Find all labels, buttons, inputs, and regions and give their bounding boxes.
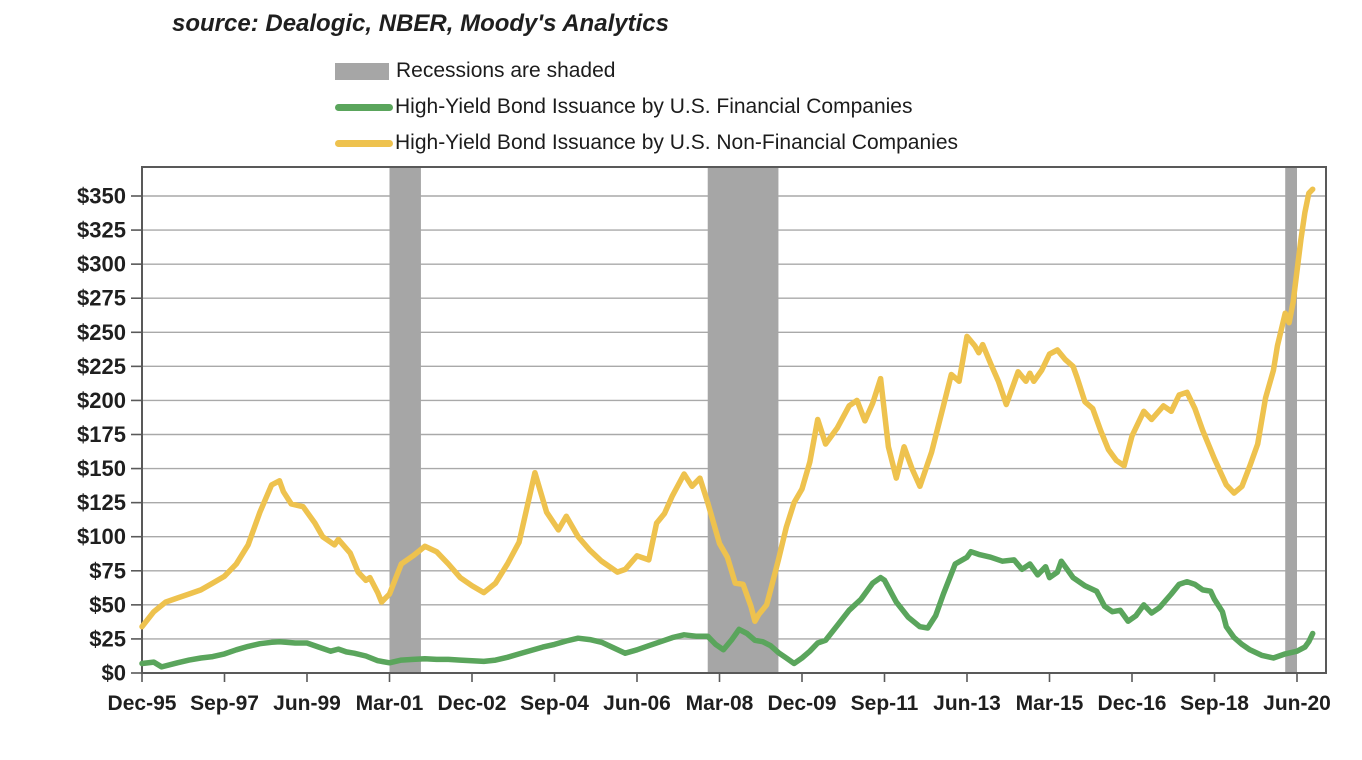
x-tick-label: Sep-97 [190, 692, 259, 715]
x-tick-label: Jun-20 [1263, 692, 1331, 715]
y-tick-label: $275 [77, 286, 126, 311]
non-financial-line-swatch [335, 139, 393, 147]
y-tick-label: $150 [77, 456, 126, 481]
x-tick-label: Jun-13 [933, 692, 1001, 715]
recession-band-swatch [335, 62, 389, 80]
x-tick-label: Jun-99 [273, 692, 341, 715]
financial-line-swatch [335, 103, 393, 111]
recession-band [389, 167, 421, 673]
x-tick-label: Mar-08 [686, 692, 754, 715]
legend-label-financial: High-Yield Bond Issuance by U.S. Financi… [395, 95, 913, 118]
y-tick-label: $300 [77, 252, 126, 277]
y-tick-label: $50 [89, 592, 126, 617]
x-tick-label: Sep-18 [1180, 692, 1249, 715]
y-tick-label: $0 [102, 660, 126, 685]
y-tick-label: $75 [89, 558, 126, 583]
recession-band [1285, 167, 1297, 673]
x-tick-label: Jun-06 [603, 692, 671, 715]
y-tick-label: $175 [77, 422, 126, 447]
x-tick-label: Dec-02 [438, 692, 507, 715]
y-tick-label: $25 [89, 626, 126, 651]
plot-border [141, 166, 1327, 674]
y-tick-label: $325 [77, 218, 126, 243]
y-tick-label: $100 [77, 524, 126, 549]
x-tick-label: Mar-01 [356, 692, 424, 715]
x-tick-label: Dec-09 [768, 692, 837, 715]
legend-label-recessions: Recessions are shaded [396, 59, 616, 82]
y-tick-label: $200 [77, 388, 126, 413]
x-tick-label: Sep-04 [520, 692, 589, 715]
x-tick-label: Mar-15 [1016, 692, 1084, 715]
legend-item-financial: High-Yield Bond Issuance by U.S. Financi… [335, 89, 958, 125]
x-tick-label: Dec-16 [1098, 692, 1167, 715]
non-financial-series-line [139, 186, 1316, 630]
chart-legend: Recessions are shaded High-Yield Bond Is… [335, 53, 958, 161]
x-tick-label: Dec-95 [108, 692, 177, 715]
legend-item-non-financial: High-Yield Bond Issuance by U.S. Non-Fin… [335, 125, 958, 161]
legend-label-non-financial: High-Yield Bond Issuance by U.S. Non-Fin… [395, 131, 959, 154]
y-tick-label: $225 [77, 354, 126, 379]
y-tick-label: $250 [77, 320, 126, 345]
y-tick-label: $125 [77, 490, 126, 515]
y-tick-label: $350 [77, 183, 126, 208]
legend-item-recessions: Recessions are shaded [335, 53, 958, 89]
x-tick-label: Sep-11 [851, 692, 919, 715]
source-note: source: Dealogic, NBER, Moody's Analytic… [172, 10, 669, 37]
financial-series-line [139, 548, 1316, 670]
